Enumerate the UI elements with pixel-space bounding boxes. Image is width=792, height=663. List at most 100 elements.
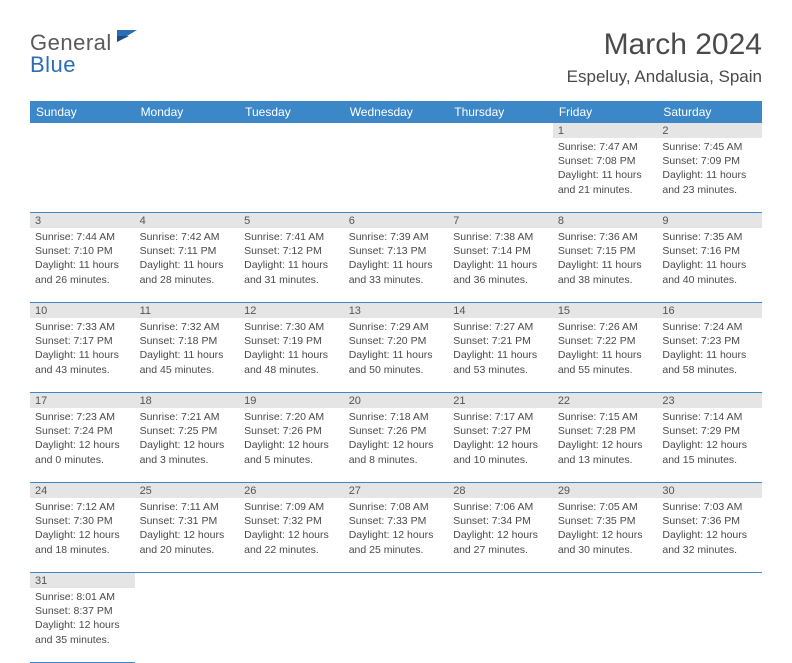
day-number-row: 10111213141516 bbox=[30, 303, 762, 319]
day-details: Sunrise: 7:06 AMSunset: 7:34 PMDaylight:… bbox=[448, 498, 553, 560]
day-cell: Sunrise: 7:35 AMSunset: 7:16 PMDaylight:… bbox=[657, 228, 762, 303]
day-details: Sunrise: 8:01 AMSunset: 8:37 PMDaylight:… bbox=[30, 588, 135, 650]
day-number-cell: 20 bbox=[344, 393, 449, 409]
day-cell bbox=[135, 138, 240, 213]
day-content-row: Sunrise: 7:47 AMSunset: 7:08 PMDaylight:… bbox=[30, 138, 762, 213]
day-details: Sunrise: 7:11 AMSunset: 7:31 PMDaylight:… bbox=[135, 498, 240, 560]
day-number-row: 17181920212223 bbox=[30, 393, 762, 409]
day-cell bbox=[448, 138, 553, 213]
day-cell: Sunrise: 7:39 AMSunset: 7:13 PMDaylight:… bbox=[344, 228, 449, 303]
day-number-cell: 28 bbox=[448, 483, 553, 499]
day-cell: Sunrise: 7:33 AMSunset: 7:17 PMDaylight:… bbox=[30, 318, 135, 393]
day-details: Sunrise: 7:39 AMSunset: 7:13 PMDaylight:… bbox=[344, 228, 449, 290]
day-number-cell: 27 bbox=[344, 483, 449, 499]
day-details: Sunrise: 7:03 AMSunset: 7:36 PMDaylight:… bbox=[657, 498, 762, 560]
day-number-cell: 4 bbox=[135, 213, 240, 229]
day-cell: Sunrise: 7:17 AMSunset: 7:27 PMDaylight:… bbox=[448, 408, 553, 483]
day-cell bbox=[657, 588, 762, 663]
day-cell bbox=[30, 138, 135, 213]
day-cell: Sunrise: 7:42 AMSunset: 7:11 PMDaylight:… bbox=[135, 228, 240, 303]
day-number-cell bbox=[448, 123, 553, 138]
day-cell: Sunrise: 7:23 AMSunset: 7:24 PMDaylight:… bbox=[30, 408, 135, 483]
day-number-cell: 10 bbox=[30, 303, 135, 319]
day-details: Sunrise: 7:45 AMSunset: 7:09 PMDaylight:… bbox=[657, 138, 762, 200]
day-number-cell: 2 bbox=[657, 123, 762, 138]
day-cell: Sunrise: 7:14 AMSunset: 7:29 PMDaylight:… bbox=[657, 408, 762, 483]
day-content-row: Sunrise: 7:23 AMSunset: 7:24 PMDaylight:… bbox=[30, 408, 762, 483]
day-content-row: Sunrise: 7:12 AMSunset: 7:30 PMDaylight:… bbox=[30, 498, 762, 573]
month-title: March 2024 bbox=[567, 28, 762, 61]
day-cell: Sunrise: 7:27 AMSunset: 7:21 PMDaylight:… bbox=[448, 318, 553, 393]
day-cell: Sunrise: 7:44 AMSunset: 7:10 PMDaylight:… bbox=[30, 228, 135, 303]
day-number-cell bbox=[30, 123, 135, 138]
day-cell bbox=[239, 588, 344, 663]
day-cell: Sunrise: 7:29 AMSunset: 7:20 PMDaylight:… bbox=[344, 318, 449, 393]
day-cell: Sunrise: 7:36 AMSunset: 7:15 PMDaylight:… bbox=[553, 228, 658, 303]
day-details: Sunrise: 7:38 AMSunset: 7:14 PMDaylight:… bbox=[448, 228, 553, 290]
day-cell: Sunrise: 7:26 AMSunset: 7:22 PMDaylight:… bbox=[553, 318, 658, 393]
day-number-cell bbox=[239, 573, 344, 589]
day-number-cell: 1 bbox=[553, 123, 658, 138]
day-number-cell bbox=[448, 573, 553, 589]
day-details: Sunrise: 7:14 AMSunset: 7:29 PMDaylight:… bbox=[657, 408, 762, 470]
day-cell: Sunrise: 7:47 AMSunset: 7:08 PMDaylight:… bbox=[553, 138, 658, 213]
day-cell: Sunrise: 7:06 AMSunset: 7:34 PMDaylight:… bbox=[448, 498, 553, 573]
weekday-header: Saturday bbox=[657, 101, 762, 123]
day-details: Sunrise: 7:26 AMSunset: 7:22 PMDaylight:… bbox=[553, 318, 658, 380]
day-details: Sunrise: 7:24 AMSunset: 7:23 PMDaylight:… bbox=[657, 318, 762, 380]
day-content-row: Sunrise: 7:44 AMSunset: 7:10 PMDaylight:… bbox=[30, 228, 762, 303]
day-number-row: 24252627282930 bbox=[30, 483, 762, 499]
day-cell: Sunrise: 7:11 AMSunset: 7:31 PMDaylight:… bbox=[135, 498, 240, 573]
day-cell: Sunrise: 8:01 AMSunset: 8:37 PMDaylight:… bbox=[30, 588, 135, 663]
day-cell: Sunrise: 7:12 AMSunset: 7:30 PMDaylight:… bbox=[30, 498, 135, 573]
day-number-cell: 18 bbox=[135, 393, 240, 409]
day-number-cell: 5 bbox=[239, 213, 344, 229]
day-number-cell: 8 bbox=[553, 213, 658, 229]
day-number-cell: 6 bbox=[344, 213, 449, 229]
day-cell: Sunrise: 7:30 AMSunset: 7:19 PMDaylight:… bbox=[239, 318, 344, 393]
day-number-cell: 26 bbox=[239, 483, 344, 499]
weekday-header: Monday bbox=[135, 101, 240, 123]
day-details: Sunrise: 7:23 AMSunset: 7:24 PMDaylight:… bbox=[30, 408, 135, 470]
day-number-cell: 12 bbox=[239, 303, 344, 319]
day-cell: Sunrise: 7:21 AMSunset: 7:25 PMDaylight:… bbox=[135, 408, 240, 483]
day-cell bbox=[448, 588, 553, 663]
weekday-header-row: SundayMondayTuesdayWednesdayThursdayFrid… bbox=[30, 101, 762, 123]
day-cell: Sunrise: 7:15 AMSunset: 7:28 PMDaylight:… bbox=[553, 408, 658, 483]
day-details: Sunrise: 7:20 AMSunset: 7:26 PMDaylight:… bbox=[239, 408, 344, 470]
day-details: Sunrise: 7:36 AMSunset: 7:15 PMDaylight:… bbox=[553, 228, 658, 290]
day-details: Sunrise: 7:18 AMSunset: 7:26 PMDaylight:… bbox=[344, 408, 449, 470]
calendar-table: SundayMondayTuesdayWednesdayThursdayFrid… bbox=[30, 101, 762, 663]
day-cell: Sunrise: 7:38 AMSunset: 7:14 PMDaylight:… bbox=[448, 228, 553, 303]
weekday-header: Wednesday bbox=[344, 101, 449, 123]
day-number-cell: 3 bbox=[30, 213, 135, 229]
weekday-header: Tuesday bbox=[239, 101, 344, 123]
day-number-cell bbox=[239, 123, 344, 138]
weekday-header: Sunday bbox=[30, 101, 135, 123]
day-number-cell: 21 bbox=[448, 393, 553, 409]
day-number-cell: 29 bbox=[553, 483, 658, 499]
day-details: Sunrise: 7:08 AMSunset: 7:33 PMDaylight:… bbox=[344, 498, 449, 560]
day-number-cell: 16 bbox=[657, 303, 762, 319]
day-number-cell bbox=[344, 123, 449, 138]
day-details: Sunrise: 7:33 AMSunset: 7:17 PMDaylight:… bbox=[30, 318, 135, 380]
day-details: Sunrise: 7:21 AMSunset: 7:25 PMDaylight:… bbox=[135, 408, 240, 470]
day-cell: Sunrise: 7:24 AMSunset: 7:23 PMDaylight:… bbox=[657, 318, 762, 393]
day-number-cell: 7 bbox=[448, 213, 553, 229]
day-number-cell: 24 bbox=[30, 483, 135, 499]
logo-sub: Blue bbox=[30, 52, 76, 78]
day-cell: Sunrise: 7:41 AMSunset: 7:12 PMDaylight:… bbox=[239, 228, 344, 303]
weekday-header: Friday bbox=[553, 101, 658, 123]
day-number-cell: 14 bbox=[448, 303, 553, 319]
day-details: Sunrise: 7:41 AMSunset: 7:12 PMDaylight:… bbox=[239, 228, 344, 290]
day-details: Sunrise: 7:05 AMSunset: 7:35 PMDaylight:… bbox=[553, 498, 658, 560]
day-number-cell: 22 bbox=[553, 393, 658, 409]
logo-text-blue: Blue bbox=[30, 52, 76, 77]
day-number-cell: 30 bbox=[657, 483, 762, 499]
header: General March 2024 Espeluy, Andalusia, S… bbox=[30, 28, 762, 87]
day-number-row: 3456789 bbox=[30, 213, 762, 229]
day-cell bbox=[135, 588, 240, 663]
day-number-cell: 11 bbox=[135, 303, 240, 319]
day-number-cell bbox=[657, 573, 762, 589]
day-number-cell: 23 bbox=[657, 393, 762, 409]
